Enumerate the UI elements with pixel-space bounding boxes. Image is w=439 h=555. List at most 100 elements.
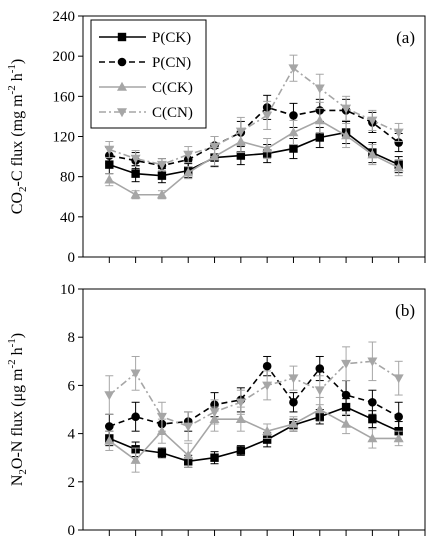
y-axis-label-part: -2 — [6, 359, 18, 368]
series-line — [109, 131, 400, 177]
data-point — [209, 142, 220, 152]
data-point — [393, 162, 404, 172]
legend-swatch-marker — [117, 57, 127, 67]
y-tick-label: 0 — [68, 250, 76, 266]
data-point — [183, 150, 194, 160]
data-point — [156, 189, 167, 199]
data-point — [368, 397, 377, 407]
legend-swatch-marker — [117, 81, 127, 91]
legend-swatch-marker — [117, 108, 127, 118]
legend-label: C(CN) — [152, 105, 193, 121]
data-point — [183, 450, 194, 460]
y-tick-label: 2 — [68, 475, 76, 491]
data-point — [131, 412, 140, 422]
panel-label: (a) — [396, 28, 415, 47]
data-point — [235, 413, 246, 423]
data-point — [289, 144, 298, 153]
data-point — [104, 391, 115, 401]
y-axis-label-part: -1 — [6, 338, 18, 347]
data-point — [104, 435, 115, 445]
series-line — [108, 408, 399, 462]
series-pck — [105, 120, 403, 184]
data-point — [183, 167, 194, 177]
y-tick-label: 8 — [68, 330, 76, 346]
data-point — [289, 111, 298, 120]
data-point — [105, 422, 114, 431]
data-point — [288, 418, 299, 428]
data-point — [289, 397, 298, 407]
data-point — [157, 171, 167, 180]
data-point — [367, 357, 378, 367]
data-point — [393, 128, 404, 138]
y-tick-label: 120 — [53, 130, 76, 146]
series-ccn — [104, 54, 404, 172]
data-point — [236, 446, 246, 455]
data-point — [236, 151, 246, 160]
data-point — [235, 127, 246, 137]
y-axis-label-part: -1 — [6, 64, 18, 73]
data-point — [105, 160, 114, 169]
panel-label: (b) — [395, 301, 415, 320]
data-point — [367, 116, 378, 126]
data-point — [315, 364, 325, 373]
data-point — [235, 398, 246, 408]
data-point — [314, 386, 325, 396]
data-point — [314, 115, 325, 125]
data-point — [130, 454, 141, 464]
y-axis-label-part: h — [9, 347, 26, 359]
y-tick-label: 240 — [53, 9, 76, 25]
data-point — [262, 435, 272, 444]
y-axis-label-part: O-N flux (μg m — [9, 368, 26, 469]
y-axis-label-part: h — [9, 73, 26, 85]
data-point — [262, 381, 273, 391]
panel-a: 0 40 80 120 160 200 240 CO2-C flux (mg m-2 h-1)… — [6, 9, 426, 266]
y-tick-label: 80 — [60, 170, 75, 186]
y-tick-label: 160 — [53, 89, 76, 105]
data-point — [156, 412, 167, 422]
plot-frame — [82, 288, 426, 531]
series-line — [108, 360, 400, 428]
y-axis-label-part: 2 — [17, 186, 29, 192]
y-axis-label-part: ) — [9, 59, 26, 64]
data-point — [262, 361, 272, 371]
data-point — [157, 448, 167, 458]
y-tick-label: 0 — [68, 523, 76, 539]
y-tick-label: 200 — [53, 49, 76, 65]
data-point — [341, 130, 352, 140]
series-ccn — [104, 341, 404, 442]
data-point — [393, 374, 404, 384]
data-point — [104, 145, 115, 155]
data-point — [183, 422, 194, 432]
data-point — [394, 138, 403, 147]
data-point — [130, 369, 141, 379]
series-pck — [105, 398, 403, 468]
y-axis-label: N2O-N flux (μg m-2 h-1) — [6, 333, 29, 486]
data-point — [341, 104, 352, 114]
data-point — [130, 189, 141, 199]
y-tick-label: 10 — [60, 282, 75, 298]
data-point — [262, 111, 273, 121]
legend-label: C(CK) — [152, 80, 193, 96]
data-point — [210, 453, 219, 462]
data-point — [288, 64, 299, 74]
legend-swatch-marker — [117, 32, 127, 42]
data-point — [341, 418, 352, 428]
data-point — [341, 359, 352, 369]
data-point — [341, 390, 351, 400]
y-tick-label: 40 — [60, 210, 75, 226]
legend-label: P(CK) — [152, 30, 191, 46]
data-point — [314, 84, 325, 94]
legend: P(CK) P(CN) C(CK) C(CN) — [90, 19, 207, 129]
series-cck — [104, 396, 404, 473]
series-line — [109, 106, 400, 167]
y-axis-label: CO2-C flux (mg m-2 h-1) — [6, 59, 29, 214]
data-point — [209, 408, 220, 418]
y-axis-label-part: -C flux (mg m — [9, 94, 26, 187]
series-cck — [104, 107, 404, 200]
data-point — [262, 425, 273, 435]
y-axis-label-part: -2 — [6, 85, 18, 94]
y-axis-label-part: ) — [9, 333, 26, 338]
